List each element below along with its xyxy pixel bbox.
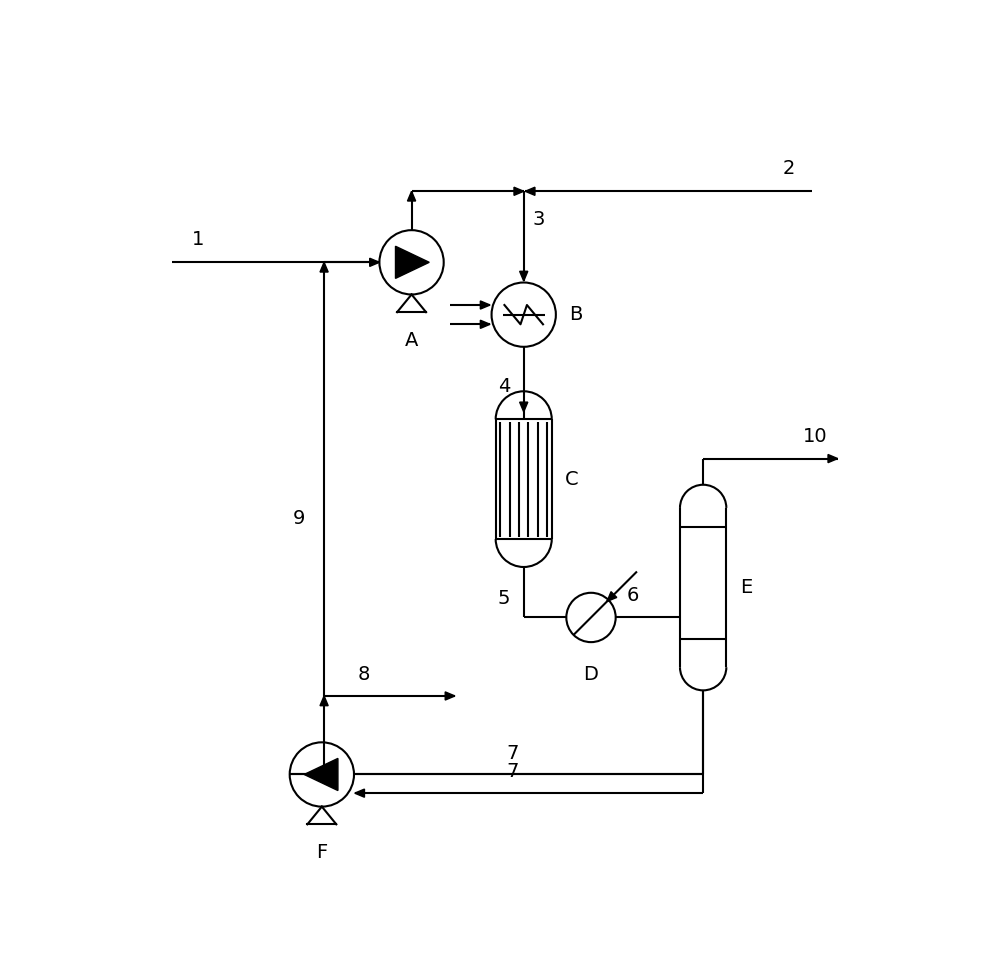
Text: 7: 7 <box>506 744 519 762</box>
Text: B: B <box>569 305 583 324</box>
Text: 2: 2 <box>783 159 795 178</box>
Polygon shape <box>320 262 328 272</box>
Text: 8: 8 <box>358 665 370 684</box>
Polygon shape <box>828 454 838 462</box>
Text: 4: 4 <box>498 377 510 396</box>
Polygon shape <box>445 692 455 700</box>
Polygon shape <box>480 301 490 309</box>
Polygon shape <box>520 402 528 412</box>
Polygon shape <box>407 191 416 201</box>
Polygon shape <box>520 271 528 281</box>
Text: 5: 5 <box>498 589 510 609</box>
Text: 10: 10 <box>803 427 828 446</box>
Text: 9: 9 <box>293 509 305 528</box>
Text: 7: 7 <box>506 762 519 782</box>
Polygon shape <box>395 247 429 279</box>
Text: D: D <box>584 664 598 684</box>
Polygon shape <box>607 591 617 601</box>
Polygon shape <box>320 696 328 706</box>
Polygon shape <box>370 258 379 266</box>
Text: 6: 6 <box>627 586 639 606</box>
Polygon shape <box>355 789 364 797</box>
Text: C: C <box>565 470 579 488</box>
Text: 1: 1 <box>192 230 205 249</box>
Polygon shape <box>514 187 524 195</box>
Text: F: F <box>316 843 327 862</box>
Polygon shape <box>480 320 490 328</box>
Text: E: E <box>740 578 752 597</box>
Text: 3: 3 <box>533 210 545 229</box>
Text: A: A <box>405 331 418 350</box>
Polygon shape <box>525 187 535 195</box>
Polygon shape <box>304 758 338 790</box>
